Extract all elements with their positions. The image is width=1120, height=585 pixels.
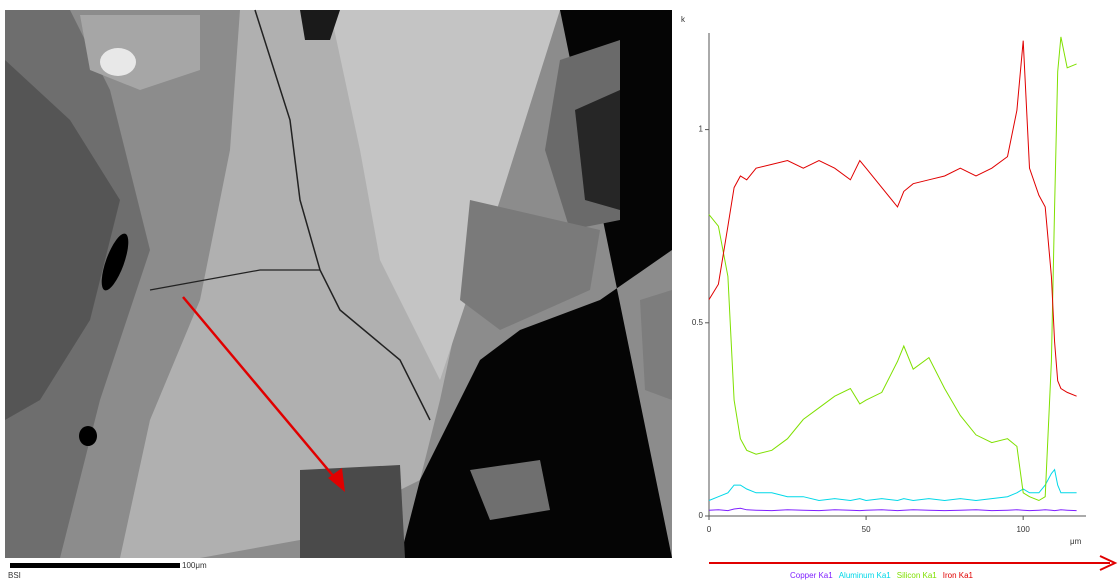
legend-entry: Iron Ka1 [943,571,974,580]
detector-label: BSI [8,571,21,580]
series-line [709,470,1077,501]
series-line [709,508,1077,510]
scale-bar [10,563,180,568]
legend-entry: Silicon Ka1 [897,571,938,580]
x-tick-label: 100 [1016,525,1030,534]
legend-entry: Copper Ka1 [790,571,833,580]
series-line [709,41,1077,397]
page: 100μm BSI k μm 0 0.5 1 0 50 100 Copper Ka1 Alum… [0,0,1120,580]
scale-bar-label: 100μm [182,561,207,570]
y-axis-label: k [681,15,686,24]
x-tick-label: 0 [707,525,712,534]
y-tick-label: 1 [699,125,704,134]
legend-entry: Aluminum Ka1 [839,571,892,580]
series-line [709,37,1077,501]
sem-image [5,10,672,558]
x-axis-label: μm [1070,537,1082,546]
y-tick-label: 0.5 [692,318,704,327]
screen: 100μm BSI k μm 0 0.5 1 0 50 100 Copper Ka1 Alum… [0,0,1120,580]
y-tick-label: 0 [699,511,704,520]
x-tick-label: 50 [862,525,871,534]
